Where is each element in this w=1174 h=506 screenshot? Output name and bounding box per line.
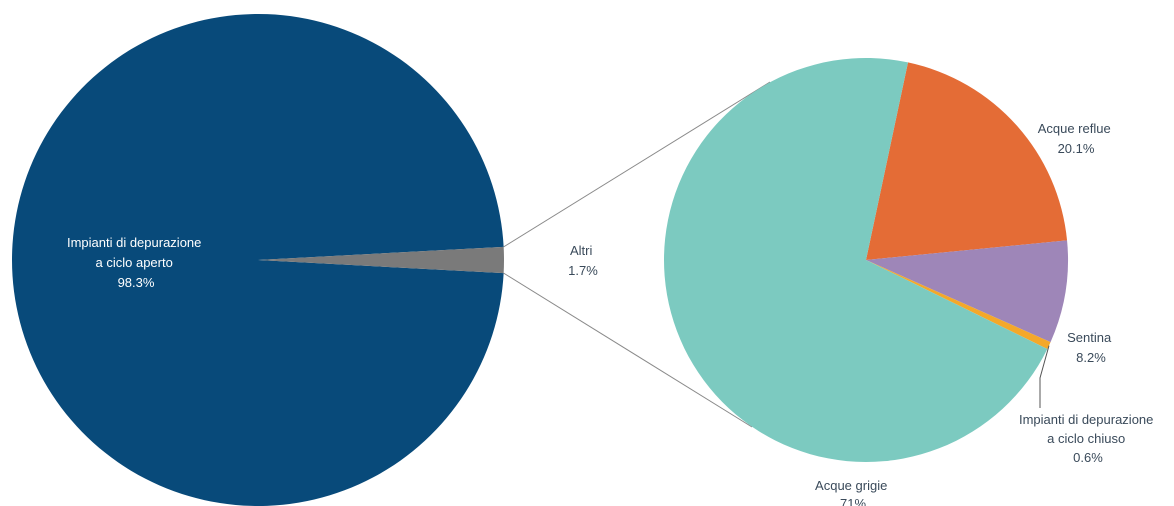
main-slice-impianti-di-depurazione-a-ciclo-aperto <box>12 13 504 506</box>
sub-pie <box>664 57 1069 462</box>
sub-slice-sentina <box>866 240 1069 343</box>
main-pie <box>12 13 505 506</box>
sub-slice-acque-reflue <box>866 62 1068 260</box>
leader-line-closed-cycle <box>1039 345 1050 408</box>
connector-top <box>503 81 771 248</box>
main-slice-altri <box>258 246 505 274</box>
sub-label-sentina: Sentina 8.2% <box>1067 330 1115 365</box>
sub-label-closed-cycle: Impianti di depurazione a ciclo chiuso 0… <box>1019 412 1157 465</box>
leader-lines <box>1039 345 1050 408</box>
sub-label-acque-grigie: Acque grigie 71% <box>815 478 891 506</box>
connector-lines <box>503 81 771 428</box>
main-label-altri: Altri 1.7% <box>568 243 598 278</box>
connector-bottom <box>503 272 753 428</box>
sub-slice-impianti-di-depurazione-a-ciclo-chiuso <box>866 260 1051 350</box>
sub-slice-acque-grigie <box>664 57 1048 462</box>
sub-label-acque-reflue: Acque reflue 20.1% <box>1038 121 1115 156</box>
main-label-open-cycle: Impianti di depurazione a ciclo aperto 9… <box>67 235 205 290</box>
